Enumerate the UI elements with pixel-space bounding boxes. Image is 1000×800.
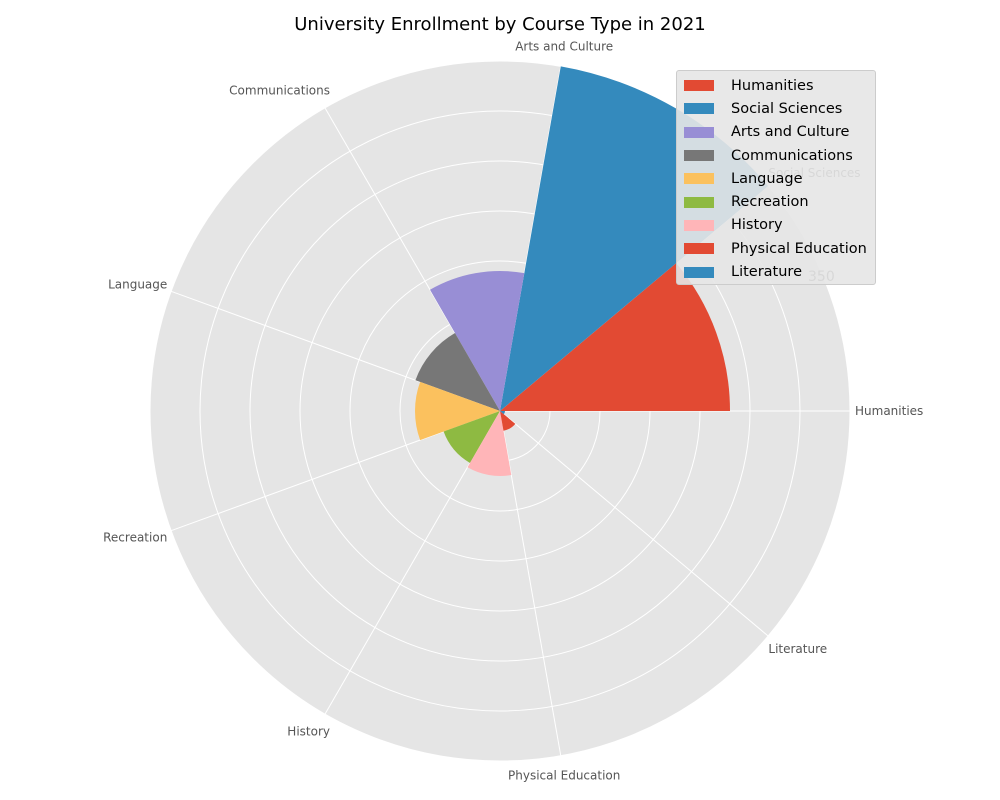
legend-label: Recreation xyxy=(731,194,809,211)
legend-swatch xyxy=(684,196,714,208)
bar-language xyxy=(415,381,500,441)
legend-label: Physical Education xyxy=(731,240,867,257)
legend-label: Arts and Culture xyxy=(731,124,850,141)
legend: Humanities Social Sciences Arts and Cultur… xyxy=(676,70,876,285)
bar-history xyxy=(467,411,512,476)
legend-item: Physical Education xyxy=(677,237,875,260)
category-label: Physical Education xyxy=(508,768,620,782)
bar-recreation xyxy=(443,411,500,463)
bar-literature xyxy=(500,411,505,415)
legend-item: Language xyxy=(677,167,875,190)
legend-swatch xyxy=(684,219,714,231)
legend-item: Humanities xyxy=(677,74,875,97)
legend-swatch xyxy=(684,150,714,162)
bar-humanities xyxy=(500,263,730,411)
category-label: Literature xyxy=(768,642,827,656)
legend-swatch xyxy=(684,243,714,255)
category-label: Communications xyxy=(229,84,330,98)
legend-item: Recreation xyxy=(677,190,875,213)
bar-physical-education xyxy=(500,411,516,431)
category-label: Recreation xyxy=(103,531,167,545)
legend-label: History xyxy=(731,217,783,234)
bar-communications xyxy=(415,333,500,411)
category-label: History xyxy=(287,724,330,738)
legend-item: History xyxy=(677,214,875,237)
legend-item: Arts and Culture xyxy=(677,121,875,144)
chart-title: University Enrollment by Course Type in … xyxy=(294,14,706,35)
legend-item: Communications xyxy=(677,144,875,167)
angular-grid-line xyxy=(499,410,769,637)
legend-swatch xyxy=(684,173,714,185)
category-label: Language xyxy=(108,278,167,292)
legend-label: Communications xyxy=(731,147,853,164)
legend-item: Literature xyxy=(677,260,875,283)
legend-swatch xyxy=(684,103,714,115)
legend-label: Literature xyxy=(731,264,802,281)
legend-swatch xyxy=(684,80,714,92)
legend-item: Social Sciences xyxy=(677,97,875,120)
legend-swatch xyxy=(684,126,714,138)
bar-arts-and-culture xyxy=(430,271,525,411)
angular-grid-line xyxy=(499,66,562,412)
category-label: Arts and Culture xyxy=(515,40,613,54)
legend-label: Social Sciences xyxy=(731,100,843,117)
legend-label: Humanities xyxy=(731,77,814,94)
category-label: Humanities xyxy=(855,404,923,418)
legend-label: Language xyxy=(731,170,803,187)
legend-swatch xyxy=(684,266,714,278)
